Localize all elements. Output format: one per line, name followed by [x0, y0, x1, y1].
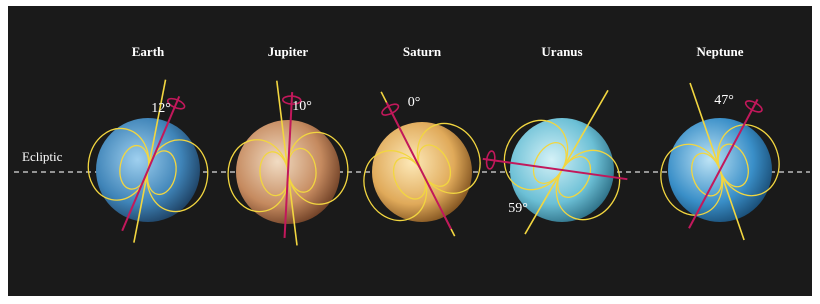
tilt-angle: 59° — [508, 201, 528, 216]
tilt-angle: 0° — [408, 95, 421, 110]
tilt-angle: 10° — [292, 99, 312, 114]
planet-name: Jupiter — [268, 44, 309, 59]
ecliptic-label: Ecliptic — [22, 149, 63, 164]
tilt-angle: 47° — [714, 93, 734, 108]
planet-name: Saturn — [403, 44, 442, 59]
planet-name: Neptune — [697, 44, 744, 59]
planet-name: Earth — [132, 44, 165, 59]
planet-name: Uranus — [541, 44, 582, 59]
diagram: Ecliptic Earth 12° Jupiter 10° Saturn 0° Uranu… — [0, 0, 820, 304]
tilt-angle: 12° — [151, 101, 171, 116]
